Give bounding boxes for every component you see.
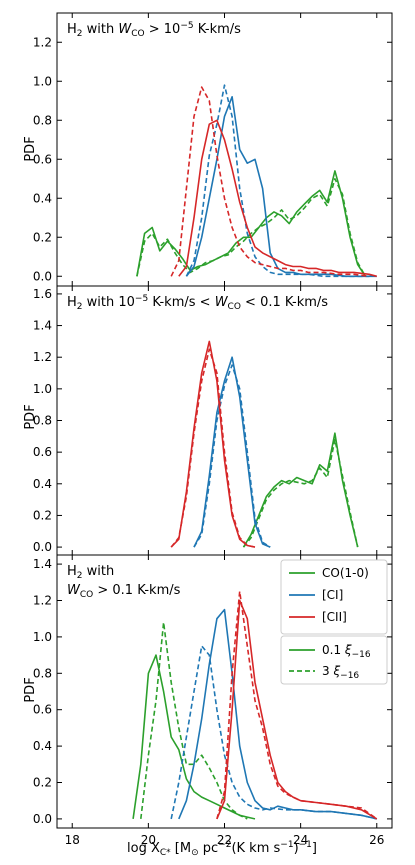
- y-tick-label: 0.6: [33, 703, 52, 717]
- series-line-ci-dashed: [170, 645, 377, 820]
- x-tick-label: 26: [369, 833, 384, 847]
- x-axis-label: log XC* [M⊙ pc−2(K km s−1)−1]: [127, 840, 317, 858]
- y-tick-label: 1.0: [33, 630, 52, 644]
- legend-box: [280, 635, 388, 685]
- x-tick-label: 22: [217, 833, 232, 847]
- series-line-cii-dashed: [170, 348, 256, 548]
- legend-label: [CI]: [322, 588, 343, 602]
- y-tick-label: 1.0: [33, 382, 52, 396]
- panel-annotation: H2 with WCO > 10−5 K-km/s: [67, 21, 241, 39]
- panel-annotation: WCO > 0.1 K-km/s: [67, 583, 181, 600]
- y-axis-label: PDF: [23, 404, 38, 429]
- y-tick-label: 0.0: [33, 812, 52, 826]
- y-axis-label: PDF: [23, 677, 38, 702]
- y-tick-label: 0.6: [33, 152, 52, 166]
- series-line-ci-solid: [193, 356, 271, 548]
- series-line-ci-dashed: [193, 364, 271, 548]
- series-line-co-dashed: [140, 621, 248, 820]
- y-tick-label: 0.4: [33, 739, 52, 753]
- y-tick-label: 0.4: [33, 477, 52, 491]
- panel-annotation: H2 with 10−5 K-km/s < WCO < 0.1 K-km/s: [67, 294, 328, 312]
- y-tick-label: 1.2: [33, 350, 52, 364]
- y-tick-label: 0.2: [33, 776, 52, 790]
- panel-3: 0.0 0.2 0.4 0.6 0.8 1.0 1.2 1.4 18 20 22 24 26 H2 wit…: [33, 554, 393, 847]
- y-tick-label: 0.8: [33, 113, 52, 127]
- y-tick-label: 0.0: [33, 269, 52, 283]
- legend-box: [280, 559, 388, 635]
- y-tick-label: 0.8: [33, 666, 52, 680]
- series-line-co-dashed: [136, 178, 367, 277]
- legend-styles: 0.1 ξ−16 3 ξ−16: [280, 635, 388, 685]
- x-tick-label: 24: [293, 833, 308, 847]
- series-line-cii-dashed: [216, 590, 378, 820]
- legend-colors: CO(1-0) [CI] [CII]: [280, 559, 388, 635]
- y-tick-label: 1.2: [33, 594, 52, 608]
- series-line-ci-solid: [178, 608, 377, 820]
- panel-annotation: H2 with: [67, 564, 114, 581]
- panel-1: 0.0 0.2 0.4 0.6 0.8 1.0 1.2 H2 with WCO > 10−5 …: [33, 12, 393, 287]
- y-tick-label: 1.4: [33, 557, 52, 571]
- series-line-co-solid: [242, 432, 359, 548]
- legend-label: CO(1-0): [322, 566, 369, 580]
- y-tick-label: 1.4: [33, 319, 52, 333]
- x-tick-label: 18: [65, 833, 80, 847]
- y-tick-label: 1.0: [33, 74, 52, 88]
- y-tick-label: 0.4: [33, 191, 52, 205]
- y-tick-label: 1.6: [33, 287, 52, 301]
- series-line-cii-solid: [178, 119, 378, 278]
- series-line-co-solid: [132, 654, 256, 820]
- y-axis-label: PDF: [23, 136, 38, 161]
- series-line-cii-dashed: [170, 86, 370, 278]
- y-tick-label: 0.2: [33, 230, 52, 244]
- y-tick-label: 0.0: [33, 540, 52, 554]
- legend-label: 3 ξ−16: [322, 664, 359, 681]
- panel-2: 0.0 0.2 0.4 0.6 0.8 1.0 1.2 1.4 1.6 H2 with 10−5 …: [33, 285, 393, 556]
- series-line-ci-dashed: [185, 84, 370, 278]
- series-line-co-dashed: [242, 438, 359, 548]
- series-line-ci-solid: [185, 96, 377, 278]
- y-tick-label: 0.6: [33, 445, 52, 459]
- legend-label: [CII]: [322, 610, 347, 624]
- y-tick-label: 0.2: [33, 508, 52, 522]
- legend-label: 0.1 ξ−16: [322, 643, 371, 660]
- x-tick-label: 20: [141, 833, 156, 847]
- y-tick-label: 0.8: [33, 414, 52, 428]
- y-tick-label: 1.2: [33, 35, 52, 49]
